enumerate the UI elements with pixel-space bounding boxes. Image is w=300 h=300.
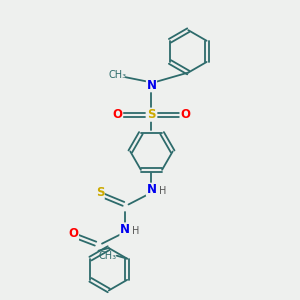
- Text: O: O: [68, 227, 78, 240]
- Text: S: S: [96, 186, 104, 199]
- Text: S: S: [147, 108, 156, 121]
- Text: CH₃: CH₃: [109, 70, 127, 80]
- Text: O: O: [180, 108, 190, 121]
- Text: N: N: [120, 223, 130, 236]
- Text: H: H: [159, 186, 166, 196]
- Text: CH₃: CH₃: [99, 251, 117, 261]
- Text: O: O: [112, 108, 123, 121]
- Text: N: N: [146, 183, 157, 196]
- Text: N: N: [146, 79, 157, 92]
- Text: H: H: [133, 226, 140, 236]
